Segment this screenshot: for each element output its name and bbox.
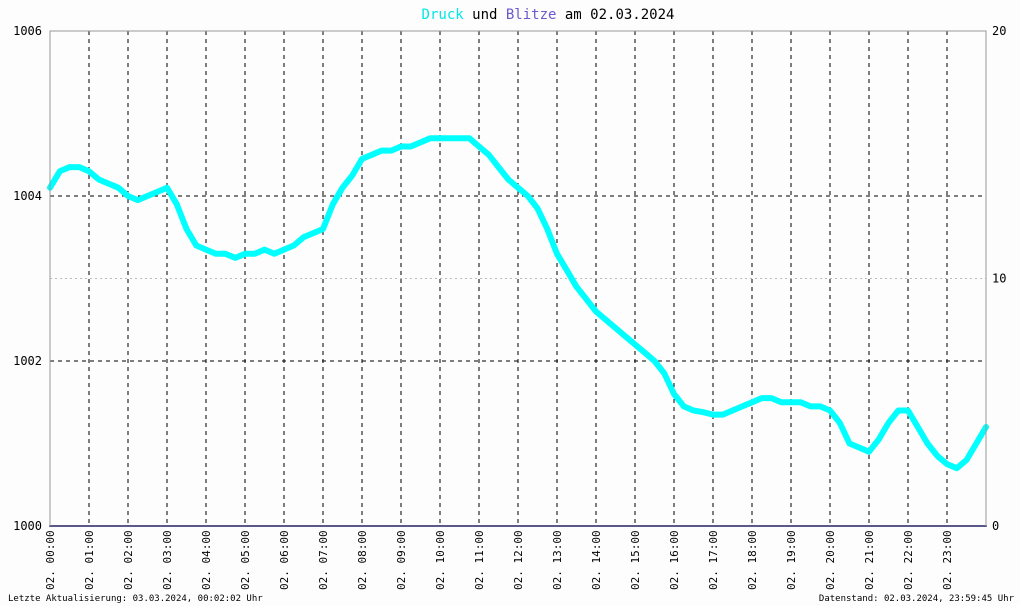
x-tick-label: 02. 16:00 [668, 530, 681, 590]
x-tick-label: 02. 03:00 [161, 530, 174, 590]
footer-last-update: Letzte Aktualisierung: 03.03.2024, 00:02… [8, 594, 263, 604]
y-axis-right: 0 10 20 [992, 24, 1006, 533]
y-left-tick-label: 1004 [13, 189, 42, 203]
series-line-druck [47, 135, 989, 472]
title-und: und [472, 7, 506, 23]
title-date: am 02.03.2024 [565, 7, 675, 23]
y-left-tick-label: 1002 [13, 354, 42, 368]
x-tick-label: 02. 04:00 [200, 530, 213, 590]
x-tick-label: 02. 15:00 [629, 530, 642, 590]
x-tick-label: 02. 00:00 [44, 530, 57, 590]
y-left-tick-label: 1000 [13, 519, 42, 533]
x-tick-label: 02. 12:00 [512, 530, 525, 590]
x-tick-label: 02. 06:00 [278, 530, 291, 590]
y-right-tick-label: 0 [992, 519, 999, 533]
x-tick-label: 02. 19:00 [785, 530, 798, 590]
title-blitze: Blitze [506, 7, 557, 23]
x-tick-label: 02. 10:00 [434, 530, 447, 590]
x-tick-label: 02. 01:00 [83, 530, 96, 590]
x-tick-label: 02. 07:00 [317, 530, 330, 590]
x-axis: 02. 00:00 02. 01:00 02. 02:00 02. 03:00 02. … [44, 530, 954, 590]
x-tick-label: 02. 11:00 [473, 530, 486, 590]
x-tick-label: 02. 08:00 [356, 530, 369, 590]
x-tick-label: 02. 09:00 [395, 530, 408, 590]
x-tick-label: 02. 05:00 [239, 530, 252, 590]
chart-title: Druck und Blitze am 02.03.2024 [422, 7, 675, 23]
x-tick-label: 02. 14:00 [590, 530, 603, 590]
x-tick-label: 02. 20:00 [824, 530, 837, 590]
x-tick-label: 02. 17:00 [707, 530, 720, 590]
y-right-tick-label: 10 [992, 272, 1006, 286]
grid [50, 31, 986, 526]
x-tick-label: 02. 02:00 [122, 530, 135, 590]
y-axis-left: 1000 1002 1004 1006 [13, 24, 42, 533]
x-tick-label: 02. 18:00 [746, 530, 759, 590]
x-tick-label: 02. 23:00 [941, 530, 954, 590]
y-right-tick-label: 20 [992, 24, 1006, 38]
title-druck: Druck [422, 7, 465, 23]
y-left-tick-label: 1006 [13, 24, 42, 38]
x-tick-label: 02. 13:00 [551, 530, 564, 590]
footer-data-status: Datenstand: 02.03.2024, 23:59:45 Uhr [819, 594, 1015, 604]
plot-frame [49, 30, 987, 527]
x-tick-label: 02. 21:00 [863, 530, 876, 590]
x-tick-label: 02. 22:00 [902, 530, 915, 590]
